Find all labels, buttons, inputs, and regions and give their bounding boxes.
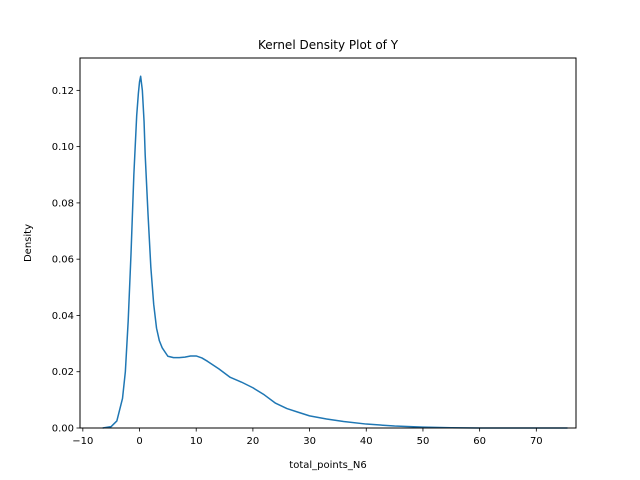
y-tick-label: 0.02: [52, 367, 74, 378]
chart-title: Kernel Density Plot of Y: [258, 38, 399, 52]
x-tick-label: −10: [72, 436, 93, 447]
y-tick-label: 0.08: [52, 198, 74, 209]
x-tick-label: 10: [190, 436, 203, 447]
y-tick-label: 0.06: [52, 255, 74, 266]
x-tick-label: 40: [360, 436, 373, 447]
y-tick-label: 0.04: [52, 311, 74, 322]
x-tick-label: 50: [417, 436, 430, 447]
x-tick-label: 60: [473, 436, 486, 447]
plot-area: [102, 75, 568, 429]
x-tick-label: 70: [530, 436, 543, 447]
density-line: [102, 75, 568, 429]
axes-frame: [79, 57, 577, 429]
x-axis: −10 0 10 20 30 40 50 60 70: [72, 428, 543, 447]
y-tick-label: 0.00: [52, 424, 74, 435]
x-axis-label: total_points_N6: [289, 460, 366, 471]
x-tick-label: 20: [247, 436, 260, 447]
y-tick-label: 0.10: [52, 142, 74, 153]
x-tick-label: 0: [136, 436, 142, 447]
y-axis-label: Density: [23, 224, 34, 262]
y-axis: 0.00 0.02 0.04 0.06 0.08 0.10 0.12: [52, 86, 80, 435]
y-tick-label: 0.12: [52, 86, 74, 97]
x-tick-label: 30: [303, 436, 316, 447]
